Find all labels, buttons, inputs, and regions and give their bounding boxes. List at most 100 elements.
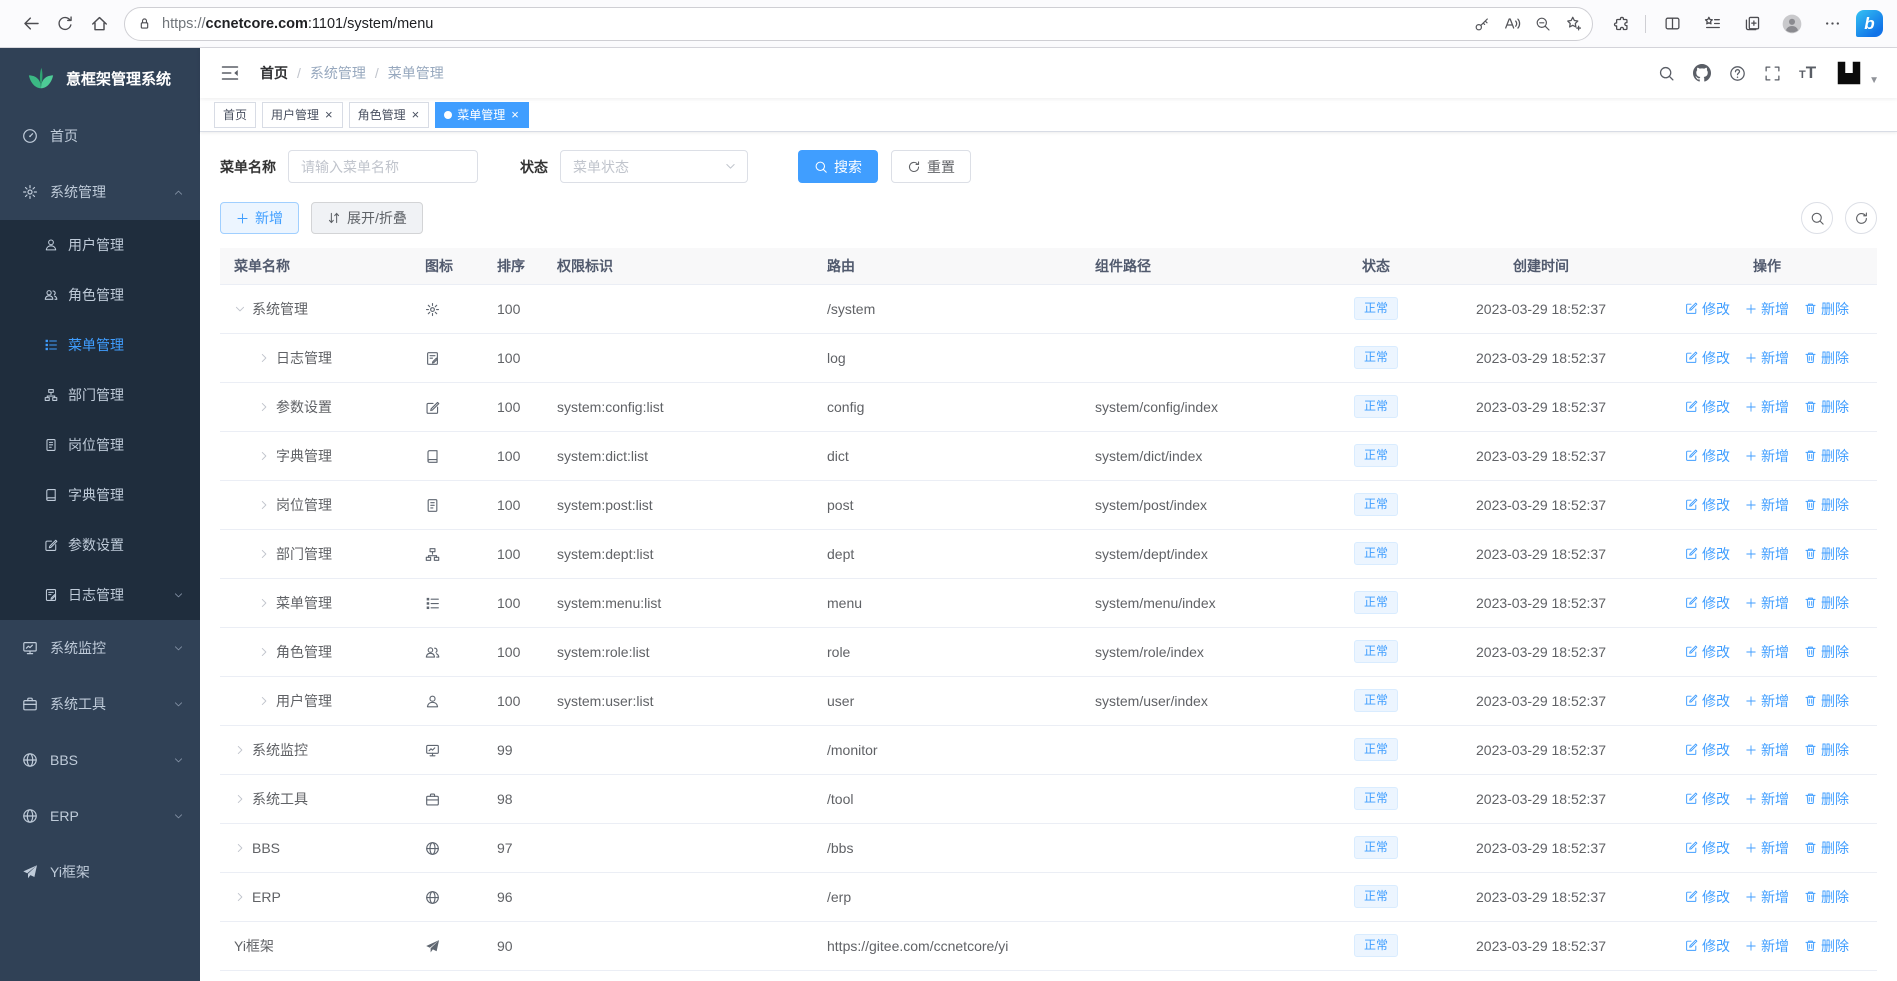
- tree-expand-icon[interactable]: [258, 695, 270, 707]
- tree-expand-icon[interactable]: [234, 744, 246, 756]
- add-row-button[interactable]: 新增: [1745, 446, 1789, 466]
- delete-row-button[interactable]: 删除: [1804, 348, 1849, 368]
- app-logo[interactable]: 意框架管理系统: [0, 48, 200, 108]
- edit-row-button[interactable]: 修改: [1685, 691, 1730, 711]
- browser-home-button[interactable]: [82, 7, 116, 41]
- sidebar-item-bbs[interactable]: BBS: [0, 732, 200, 788]
- reset-button[interactable]: 重置: [891, 150, 971, 183]
- sidebar-item-log-mgmt[interactable]: 日志管理: [0, 570, 200, 620]
- delete-row-button[interactable]: 删除: [1804, 495, 1849, 515]
- bing-chat-button[interactable]: b: [1856, 10, 1883, 37]
- delete-row-button[interactable]: 删除: [1804, 397, 1849, 417]
- tag-close-icon[interactable]: ×: [411, 107, 420, 122]
- tag-active-3[interactable]: 菜单管理 ×: [435, 101, 529, 128]
- extensions-button[interactable]: [1603, 8, 1635, 40]
- browser-menu-button[interactable]: [1816, 8, 1848, 40]
- status-select[interactable]: 菜单状态: [560, 150, 748, 183]
- tree-expand-icon[interactable]: [258, 401, 270, 413]
- tag-close-icon[interactable]: ×: [511, 107, 519, 122]
- edit-row-button[interactable]: 修改: [1685, 789, 1730, 809]
- sidebar-item-user-mgmt[interactable]: 用户管理: [0, 220, 200, 270]
- tree-expand-icon[interactable]: [258, 450, 270, 462]
- sidebar-item-system-mgmt[interactable]: 系统管理: [0, 164, 200, 220]
- edit-row-button[interactable]: 修改: [1685, 348, 1730, 368]
- delete-row-button[interactable]: 删除: [1804, 593, 1849, 613]
- delete-row-button[interactable]: 删除: [1804, 740, 1849, 760]
- sidebar-item-system-tools[interactable]: 系统工具: [0, 676, 200, 732]
- sidebar-item-param-settings[interactable]: 参数设置: [0, 520, 200, 570]
- add-row-button[interactable]: 新增: [1745, 936, 1789, 956]
- edit-row-button[interactable]: 修改: [1685, 544, 1730, 564]
- add-row-button[interactable]: 新增: [1745, 495, 1789, 515]
- tree-expand-icon[interactable]: [258, 352, 270, 364]
- expand-collapse-button[interactable]: 展开/折叠: [311, 202, 423, 234]
- sidebar-item-erp[interactable]: ERP: [0, 788, 200, 844]
- breadcrumb-system[interactable]: 系统管理: [309, 65, 366, 81]
- user-menu[interactable]: ▼: [1834, 58, 1879, 88]
- refresh-table-button[interactable]: [1845, 202, 1877, 234]
- tree-expand-icon[interactable]: [234, 842, 246, 854]
- add-row-button[interactable]: 新增: [1745, 642, 1789, 662]
- delete-row-button[interactable]: 删除: [1804, 544, 1849, 564]
- sidebar-item-system-monitor[interactable]: 系统监控: [0, 620, 200, 676]
- add-row-button[interactable]: 新增: [1745, 593, 1789, 613]
- favorites-button[interactable]: [1696, 8, 1728, 40]
- browser-refresh-button[interactable]: [48, 7, 82, 41]
- edit-row-button[interactable]: 修改: [1685, 887, 1730, 907]
- add-favorite-icon[interactable]: [1565, 15, 1582, 32]
- sidebar-item-home[interactable]: 首页: [0, 108, 200, 164]
- sidebar-item-post-mgmt[interactable]: 岗位管理: [0, 420, 200, 470]
- search-button[interactable]: 搜索: [798, 150, 878, 183]
- sidebar-item-dict-mgmt[interactable]: 字典管理: [0, 470, 200, 520]
- tree-expand-icon[interactable]: [234, 793, 246, 805]
- tree-expand-icon[interactable]: [234, 303, 246, 315]
- breadcrumb-home[interactable]: 首页: [260, 65, 288, 81]
- tree-expand-icon[interactable]: [258, 597, 270, 609]
- edit-row-button[interactable]: 修改: [1685, 495, 1730, 515]
- add-row-button[interactable]: 新增: [1745, 838, 1789, 858]
- help-button[interactable]: [1729, 65, 1746, 82]
- github-link[interactable]: [1692, 64, 1711, 82]
- add-row-button[interactable]: 新增: [1745, 887, 1789, 907]
- delete-row-button[interactable]: 删除: [1804, 299, 1849, 319]
- delete-row-button[interactable]: 删除: [1804, 642, 1849, 662]
- read-aloud-icon[interactable]: [1504, 15, 1521, 32]
- sidebar-collapse-button[interactable]: [216, 59, 244, 87]
- menu-name-input[interactable]: [288, 150, 478, 183]
- sidebar-item-yi-framework[interactable]: Yi框架: [0, 844, 200, 900]
- edit-row-button[interactable]: 修改: [1685, 642, 1730, 662]
- tree-expand-icon[interactable]: [234, 891, 246, 903]
- tag-0[interactable]: 首页: [214, 101, 257, 128]
- tree-expand-icon[interactable]: [258, 646, 270, 658]
- header-search-button[interactable]: [1658, 65, 1675, 82]
- font-size-button[interactable]: TT: [1798, 63, 1817, 82]
- edit-row-button[interactable]: 修改: [1685, 838, 1730, 858]
- split-screen-button[interactable]: [1656, 8, 1688, 40]
- edit-row-button[interactable]: 修改: [1685, 446, 1730, 466]
- add-row-button[interactable]: 新增: [1745, 299, 1789, 319]
- fullscreen-button[interactable]: [1764, 65, 1781, 82]
- sidebar-item-menu-mgmt[interactable]: 菜单管理: [0, 320, 200, 370]
- delete-row-button[interactable]: 删除: [1804, 789, 1849, 809]
- add-row-button[interactable]: 新增: [1745, 348, 1789, 368]
- zoom-out-icon[interactable]: [1535, 16, 1551, 32]
- browser-back-button[interactable]: [14, 7, 48, 41]
- add-row-button[interactable]: 新增: [1745, 691, 1789, 711]
- edit-row-button[interactable]: 修改: [1685, 397, 1730, 417]
- browser-profile-button[interactable]: [1776, 8, 1808, 40]
- sidebar-item-dept-mgmt[interactable]: 部门管理: [0, 370, 200, 420]
- delete-row-button[interactable]: 删除: [1804, 838, 1849, 858]
- tree-expand-icon[interactable]: [258, 499, 270, 511]
- edit-row-button[interactable]: 修改: [1685, 936, 1730, 956]
- address-bar[interactable]: https://ccnetcore.com:1101/system/menu: [124, 6, 1593, 41]
- add-row-button[interactable]: 新增: [1745, 789, 1789, 809]
- delete-row-button[interactable]: 删除: [1804, 887, 1849, 907]
- delete-row-button[interactable]: 删除: [1804, 936, 1849, 956]
- sidebar-item-role-mgmt[interactable]: 角色管理: [0, 270, 200, 320]
- show-search-button[interactable]: [1801, 202, 1833, 234]
- add-row-button[interactable]: 新增: [1745, 740, 1789, 760]
- add-row-button[interactable]: 新增: [1745, 544, 1789, 564]
- tag-1[interactable]: 用户管理 ×: [262, 101, 343, 128]
- tag-2[interactable]: 角色管理 ×: [348, 101, 430, 128]
- edit-row-button[interactable]: 修改: [1685, 299, 1730, 319]
